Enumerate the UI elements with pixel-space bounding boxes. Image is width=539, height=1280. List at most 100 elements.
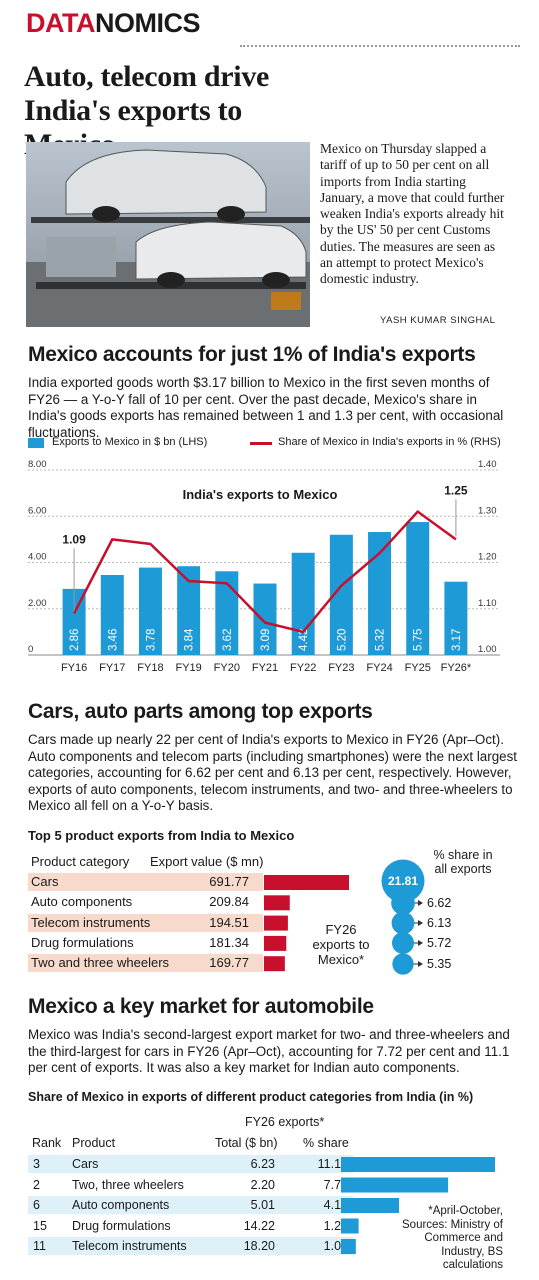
bar-value-label: 3.84 bbox=[184, 628, 196, 651]
total-value: 5.01 bbox=[250, 1198, 275, 1212]
product-name: Auto components bbox=[72, 1198, 170, 1212]
x-tick-label: FY24 bbox=[366, 662, 392, 674]
product-name: Drug formulations bbox=[31, 934, 134, 950]
x-tick-label: FY20 bbox=[214, 662, 240, 674]
rank: 11 bbox=[33, 1239, 46, 1253]
table1-side-label: FY26 exports to Mexico* bbox=[312, 922, 370, 967]
table3-col-share: % share bbox=[303, 1136, 349, 1150]
share-bubble bbox=[391, 911, 415, 935]
bar-value-label: 5.20 bbox=[336, 629, 348, 651]
table3-col-rank: Rank bbox=[32, 1136, 62, 1150]
table1-row: Telecom instruments 194.51 bbox=[28, 913, 263, 932]
share-bubble bbox=[392, 953, 414, 975]
legend-label-line: Share of Mexico in India's exports in % … bbox=[278, 436, 501, 448]
bar-FY21 bbox=[253, 583, 277, 655]
table3-group-header: FY26 exports* bbox=[245, 1115, 325, 1129]
total-value: 14.22 bbox=[243, 1218, 275, 1233]
bar-value-label: 3.62 bbox=[222, 629, 234, 651]
share-value: 6.13 bbox=[427, 916, 451, 930]
article-title: Auto, telecom drive India's exports to M… bbox=[24, 60, 270, 161]
share-header: % share in all exports bbox=[433, 848, 493, 876]
section1-heading: Mexico accounts for just 1% of India's e… bbox=[28, 343, 476, 366]
y-left-tick-label: 0 bbox=[28, 644, 33, 655]
bar-FY20 bbox=[215, 571, 239, 655]
value-bar bbox=[264, 875, 349, 890]
share-bar bbox=[341, 1198, 399, 1213]
share-bubble bbox=[391, 891, 415, 915]
bar-value-label: 3.09 bbox=[260, 629, 272, 651]
rank: 6 bbox=[33, 1198, 40, 1212]
bar-value-label: 2.86 bbox=[69, 629, 81, 651]
share-value: 21.81 bbox=[388, 874, 418, 888]
share-bubble bbox=[381, 859, 425, 903]
y-right-tick-label: 1.10 bbox=[478, 598, 497, 609]
exports-combo-chart: 0 2.00 4.00 6.00 8.00 1.00 1.10 1.20 1.30 1.40 Ind… bbox=[28, 459, 500, 674]
product-name: Cars bbox=[31, 874, 59, 889]
product-name: Two, three wheelers bbox=[72, 1177, 184, 1192]
bar-value-label: 3.17 bbox=[451, 629, 463, 651]
y-left-tick-label: 2.00 bbox=[28, 598, 47, 609]
brand-dark: NOMICS bbox=[94, 8, 201, 38]
value-bar bbox=[264, 895, 290, 911]
y-right-tick-label: 1.40 bbox=[478, 459, 497, 470]
legend-swatch-bars bbox=[28, 438, 44, 448]
y-right-tick-label: 1.30 bbox=[478, 505, 497, 516]
bar-FY17 bbox=[100, 574, 124, 655]
arrow-head bbox=[418, 920, 423, 926]
bar-FY16 bbox=[62, 588, 86, 655]
bar-FY19 bbox=[177, 566, 201, 655]
value-bar bbox=[264, 915, 288, 931]
x-tick-label: FY22 bbox=[290, 662, 316, 674]
share-bar bbox=[341, 1218, 359, 1234]
bar-FY23 bbox=[329, 534, 353, 655]
share-bubble bbox=[391, 931, 415, 955]
value-bar bbox=[264, 956, 285, 972]
table1-row: Drug formulations 181.34 bbox=[28, 934, 263, 952]
share-bar bbox=[341, 1239, 356, 1254]
section2-text: Cars made up nearly 22 per cent of India… bbox=[28, 732, 518, 813]
share-value: 6.62 bbox=[427, 896, 451, 910]
x-tick-label: FY26* bbox=[441, 662, 472, 674]
article-photo bbox=[26, 142, 310, 327]
y-left-tick-label: 8.00 bbox=[28, 459, 47, 470]
arrow-head bbox=[418, 900, 423, 906]
export-value: 194.51 bbox=[209, 914, 249, 930]
footnote: *April-October, Sources: Ministry of Com… bbox=[402, 1205, 503, 1271]
bar-FY18 bbox=[138, 567, 162, 655]
section3-heading: Mexico a key market for automobile bbox=[28, 995, 374, 1018]
table1-row: Cars 691.77 bbox=[28, 873, 263, 891]
product-name: Auto components bbox=[31, 894, 133, 910]
header-rule bbox=[240, 45, 520, 47]
bar-FY24 bbox=[368, 531, 392, 655]
bar-value-label: 5.75 bbox=[413, 629, 425, 651]
x-tick-label: FY19 bbox=[175, 662, 201, 674]
section2-heading: Cars, auto parts among top exports bbox=[28, 700, 373, 723]
x-tick-label: FY18 bbox=[137, 662, 163, 674]
legend-swatch-line bbox=[250, 442, 272, 445]
table1-bars bbox=[264, 875, 349, 972]
export-value: 181.34 bbox=[209, 934, 249, 950]
table3-col-total: Total ($ bn) bbox=[215, 1136, 278, 1150]
product-name: Telecom instruments bbox=[72, 1239, 187, 1253]
x-tick-label: FY17 bbox=[99, 662, 125, 674]
x-tick-label: FY23 bbox=[328, 662, 354, 674]
arrow-head bbox=[418, 940, 423, 946]
share-line bbox=[72, 509, 457, 634]
table3-title: Share of Mexico in exports of different … bbox=[28, 1090, 474, 1104]
total-value: 2.20 bbox=[250, 1177, 275, 1192]
table3-row: 11 Telecom instruments 18.20 1.07 bbox=[28, 1237, 353, 1255]
share-bar bbox=[341, 1157, 495, 1172]
table1-col-product: Product category bbox=[31, 854, 130, 869]
table1-row: Two and three wheelers 169.77 bbox=[28, 954, 263, 973]
y-left-tick-label: 6.00 bbox=[28, 505, 47, 516]
value-bar bbox=[264, 935, 287, 951]
y-right-tick-label: 1.00 bbox=[478, 644, 497, 655]
rank: 3 bbox=[33, 1157, 40, 1171]
bar-value-label: 3.78 bbox=[145, 629, 157, 651]
bar-value-label: 5.32 bbox=[375, 629, 387, 651]
x-tick-label: FY25 bbox=[405, 662, 431, 674]
product-name: Telecom instruments bbox=[31, 914, 151, 930]
table3-row: 2 Two, three wheelers 2.20 7.72 bbox=[28, 1176, 353, 1194]
table3-row: 3 Cars 6.23 11.10 bbox=[28, 1155, 353, 1173]
table1-col-value: Export value ($ mn) bbox=[150, 854, 264, 869]
